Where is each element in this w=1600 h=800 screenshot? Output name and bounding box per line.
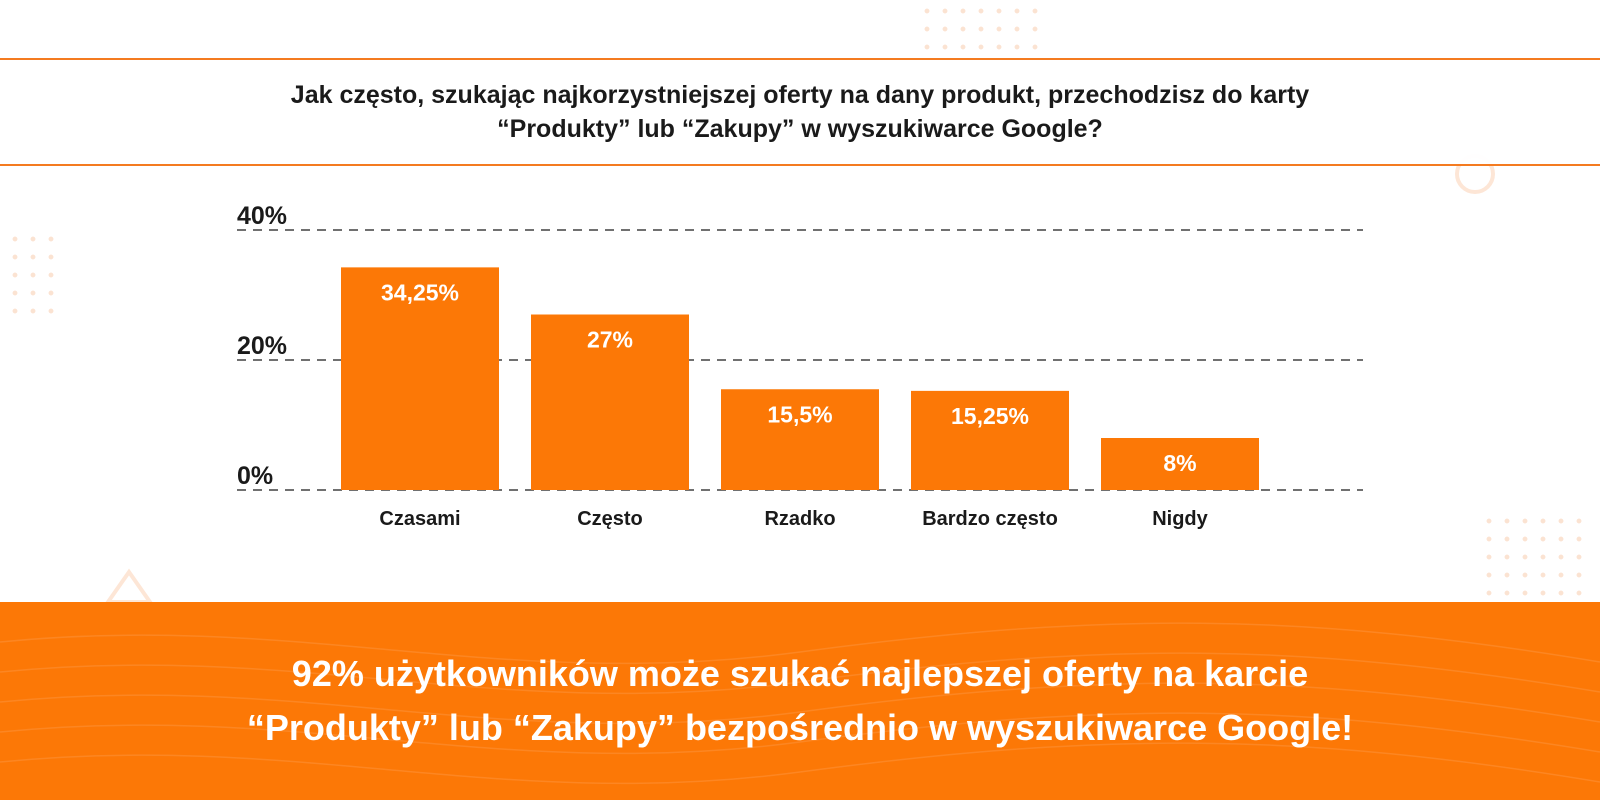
footer-banner: 92% użytkowników może szukać najlepszej … [0,602,1600,800]
bar [721,389,879,490]
decorative-dots-right [1480,512,1590,602]
x-category-label: Bardzo często [922,508,1058,530]
decorative-triangle-icon [105,568,153,602]
footer-line-1: 92% użytkowników może szukać najlepszej … [291,653,1309,694]
bar-value-label: 15,25% [951,403,1029,429]
decorative-dots-left [6,230,60,320]
y-tick-label: 0% [237,462,273,490]
footer-wave-pattern [0,622,1600,785]
bar-value-label: 15,5% [767,401,832,427]
bar [911,390,1069,490]
x-category-label: Nigdy [1152,508,1208,530]
decorative-dots-top [918,2,1044,56]
x-category-label: Czasami [379,508,460,530]
y-tick-label: 40% [237,202,287,230]
question-line-1: Jak często, szukając najkorzystniejszej … [290,81,1310,109]
y-tick-label: 20% [237,332,287,360]
x-category-label: Rzadko [764,508,835,530]
bar [1101,438,1259,490]
question-line-2: “Produkty” lub “Zakupy” w wyszukiwarce G… [497,115,1103,143]
question-band: Jak często, szukając najkorzystniejszej … [0,58,1600,166]
bar-value-label: 8% [1163,450,1196,476]
x-category-label: Często [577,508,643,530]
bar [341,267,499,490]
footer-message: 92% użytkowników może szukać najlepszej … [100,647,1500,755]
bar-chart: 0% 20% 40% 34,25% Czasami 27% Często 15,5% Rzadk… [237,202,1363,530]
bar-value-label: 34,25% [381,279,459,305]
bar [531,314,689,490]
footer-line-2: “Produkty” lub “Zakupy” bezpośrednio w w… [246,707,1354,748]
chart-question: Jak często, szukając najkorzystniejszej … [250,78,1350,146]
bar-value-label: 27% [587,327,633,353]
